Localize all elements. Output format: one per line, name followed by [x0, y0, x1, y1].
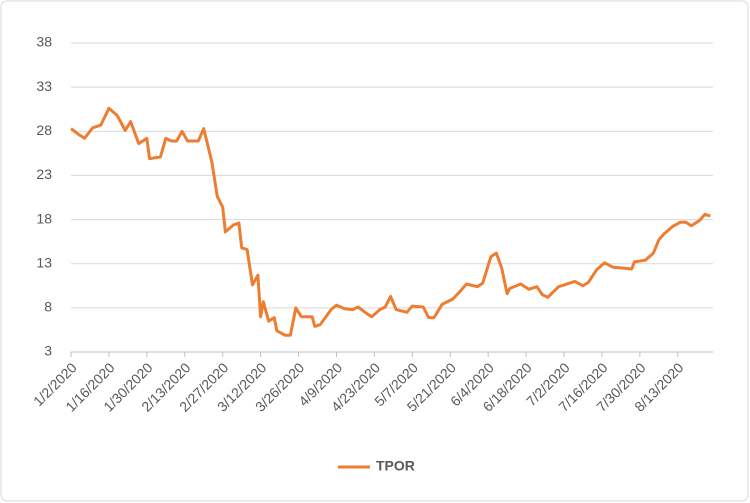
- y-tick-label: 28: [36, 122, 52, 138]
- y-tick-label: 8: [44, 299, 52, 315]
- y-tick-label: 23: [36, 166, 52, 182]
- y-tick-label: 38: [36, 34, 52, 50]
- line-series: [70, 106, 711, 337]
- y-tick-label: 13: [36, 254, 52, 270]
- y-tick-label: 3: [44, 343, 52, 359]
- y-tick-label: 18: [36, 210, 52, 226]
- y-tick-label: 33: [36, 78, 52, 94]
- legend-label: TPOR: [376, 458, 415, 474]
